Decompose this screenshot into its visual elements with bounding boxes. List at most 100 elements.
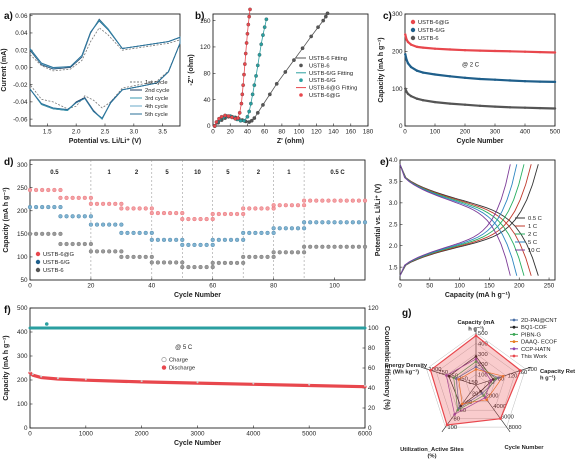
data-point: [94, 249, 100, 254]
x-tick-label-d: 80: [270, 283, 278, 290]
data-point: [119, 254, 124, 259]
y-tick-label-a: 0.04: [15, 30, 28, 37]
radar-point: [454, 377, 458, 380]
radar-tick-label: 60: [460, 408, 466, 414]
data-point: [247, 230, 252, 235]
radar-point: [496, 376, 500, 380]
x-tick-label-f: 6000: [358, 431, 373, 438]
data-point: [314, 220, 319, 225]
data-point: [216, 211, 221, 217]
data-point: [302, 203, 307, 208]
data-point: [283, 250, 288, 255]
data-point: [76, 241, 81, 247]
data-point: [168, 260, 173, 265]
data-point: [320, 220, 325, 225]
x-tick-label-a: 1.5: [43, 129, 52, 136]
data-point: [149, 206, 154, 211]
legend-swatch: [512, 347, 516, 351]
data-point: [249, 101, 253, 106]
y-tick-label-f: 100: [17, 401, 28, 408]
discharge-curve: [399, 164, 525, 276]
data-point: [149, 254, 154, 259]
discharge-trace: [28, 371, 367, 389]
x-tick-label-b: 0: [211, 129, 215, 136]
panel-label: c): [383, 11, 392, 22]
data-point: [212, 124, 217, 128]
discharge-curve: [399, 164, 532, 276]
legend-label: USTB-6@G Fitting: [309, 86, 357, 92]
data-point: [137, 254, 142, 259]
data-point: [274, 82, 279, 86]
x-tick-label-b: 40: [244, 129, 252, 136]
x-tick-label-b: 120: [311, 129, 322, 136]
data-point: [356, 244, 361, 249]
y-tick-label-a: -0.04: [13, 99, 28, 106]
data-point: [94, 222, 100, 227]
data-point: [210, 265, 215, 270]
x-tick-label-a: 2.5: [101, 129, 110, 136]
data-point: [292, 58, 296, 62]
data-point: [406, 40, 410, 44]
radar-ring: [436, 343, 516, 419]
radar-point: [453, 413, 456, 416]
data-point: [448, 102, 452, 105]
data-point: [362, 220, 368, 225]
data-point: [421, 99, 425, 102]
data-point: [131, 254, 136, 259]
radar-series: [448, 355, 494, 407]
data-point: [222, 260, 227, 265]
data-point: [247, 206, 252, 211]
data-point: [237, 110, 242, 115]
data-point: [338, 220, 343, 225]
data-point: [265, 254, 270, 259]
legend-label: USTB-6: [418, 36, 439, 42]
y-axis-label-e: Potential vs. Li/Li⁺ (V): [375, 184, 382, 257]
radar-axis-label: Utilization_Active Sites: [400, 447, 464, 453]
legend-label: 2D-PAI@CNT: [521, 318, 558, 324]
legend-swatch: [161, 365, 167, 370]
data-point: [553, 107, 557, 110]
y-tick-label-d: 200: [17, 208, 28, 215]
legend-swatch: [512, 325, 516, 329]
legend-swatch: [512, 354, 516, 358]
rate-label: 0.5: [50, 170, 59, 176]
data-point: [217, 116, 221, 121]
data-point: [40, 231, 45, 236]
data-point: [140, 380, 143, 383]
x-axis-label-b: Z' (ohm): [277, 138, 304, 145]
radar-point: [459, 404, 463, 408]
data-point: [241, 237, 246, 242]
data-point: [161, 237, 167, 242]
data-point: [308, 198, 313, 203]
data-point: [253, 254, 258, 259]
data-point: [174, 211, 179, 216]
radar-point: [452, 376, 456, 380]
legend-swatch: [299, 78, 303, 82]
data-point: [242, 118, 246, 123]
radar-point: [456, 408, 459, 412]
cv-curve: [29, 27, 181, 110]
radar-tick-label: 80: [454, 417, 460, 423]
data-point: [58, 241, 63, 247]
data-point: [508, 106, 512, 109]
radar-axis-label: (Wh kg⁻¹): [393, 369, 419, 376]
x-tick-label-f: 3000: [190, 431, 205, 438]
radar-point: [483, 396, 487, 399]
data-point: [405, 58, 408, 61]
data-point: [259, 42, 264, 47]
y-tick-label-b: 0: [207, 123, 211, 130]
data-point: [70, 214, 75, 219]
legend-label: 5th cycle: [145, 112, 168, 118]
x-tick-label-b: 140: [328, 129, 339, 136]
data-point: [204, 265, 209, 270]
data-point: [538, 106, 542, 110]
data-point: [264, 17, 269, 22]
data-point: [58, 187, 63, 193]
legend-label: USTB-6/G: [418, 28, 445, 34]
data-point: [180, 260, 185, 265]
radar-tick-label: 2000: [486, 394, 499, 400]
data-point: [404, 87, 407, 90]
data-point: [271, 250, 276, 255]
data-point: [235, 260, 240, 265]
